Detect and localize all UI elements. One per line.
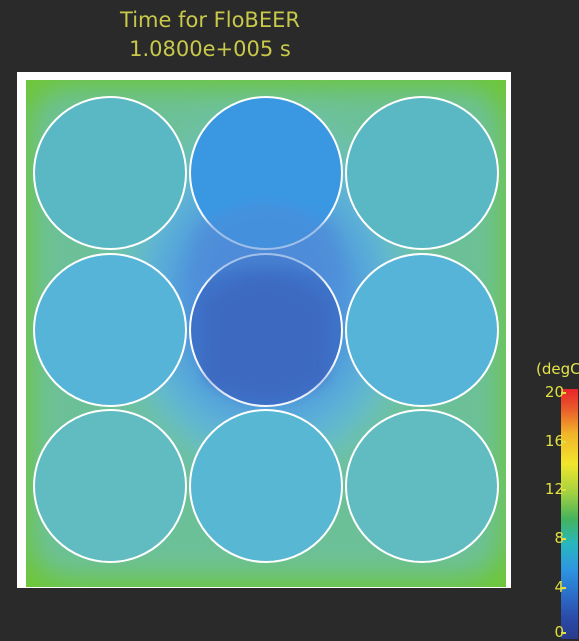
contour-band-core bbox=[204, 277, 328, 398]
contour-band-upper bbox=[188, 202, 344, 285]
colorbar-tick-0: 0 bbox=[520, 625, 566, 640]
colorbar-tick-8: 8 bbox=[520, 531, 566, 546]
time-readout: 1.0800e+005 s bbox=[129, 37, 291, 61]
temperature-field bbox=[26, 80, 506, 587]
cylinder-top-left bbox=[33, 96, 187, 250]
colorbar-tick-20: 20 bbox=[520, 385, 566, 400]
temperature-field-svg bbox=[26, 80, 506, 587]
colorbar-tick-16: 16 bbox=[520, 434, 566, 449]
plot-title: Time for FloBEER bbox=[120, 8, 300, 32]
colorbar-tick-12: 12 bbox=[520, 482, 566, 497]
title-block: Time for FloBEER 1.0800e+005 s bbox=[0, 6, 420, 64]
cylinder-bottom-right bbox=[345, 409, 499, 563]
cylinder-mid-left bbox=[33, 253, 187, 407]
cylinder-bottom-center bbox=[189, 409, 343, 563]
colorbar-unit-label: (degC) bbox=[536, 360, 579, 378]
cylinder-bottom-left bbox=[33, 409, 187, 563]
colorbar bbox=[561, 389, 578, 639]
cylinder-top-right bbox=[345, 96, 499, 250]
cylinder-mid-right bbox=[345, 253, 499, 407]
colorbar-tick-4: 4 bbox=[520, 580, 566, 595]
